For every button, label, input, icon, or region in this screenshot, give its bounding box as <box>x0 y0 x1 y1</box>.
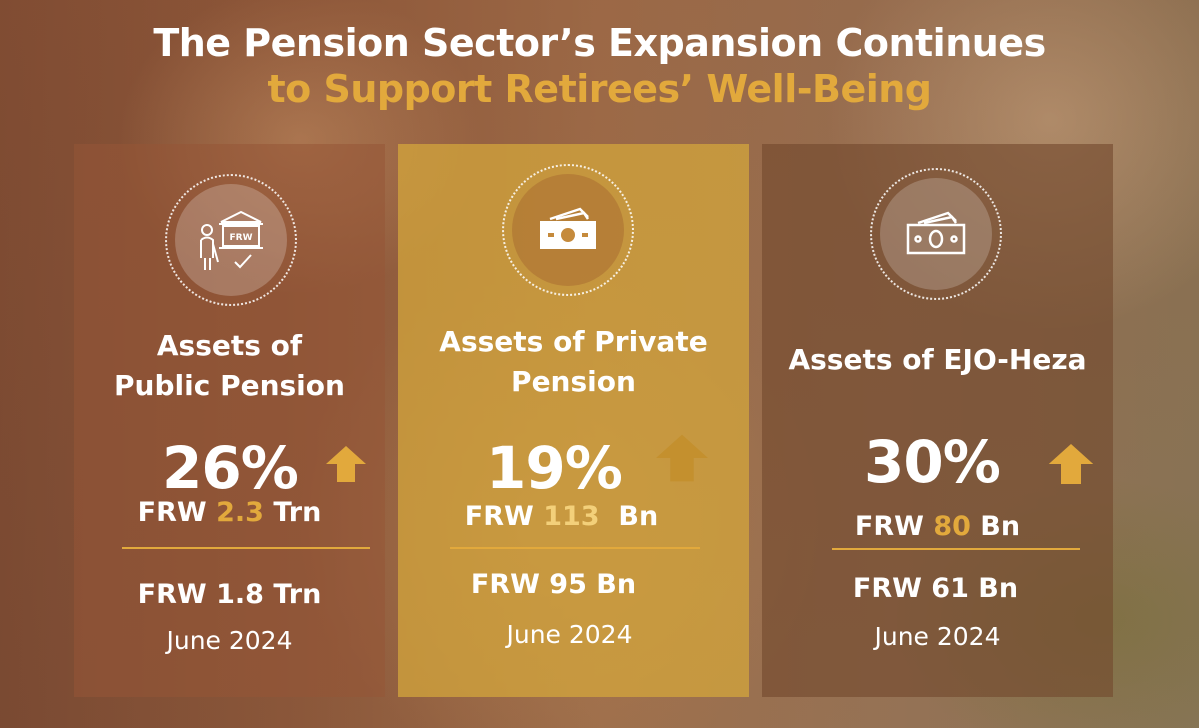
card-private-pension: Assets of Private Pension 19% FRW 113 Bn… <box>398 144 749 697</box>
arrow-up-icon <box>656 434 708 482</box>
previous-assets: FRW 1.8 Trn <box>137 579 322 610</box>
card-label: Assets of Public Pension <box>114 329 345 402</box>
card-public-pension: FRW Assets of Public Pension 26% FRW 2.3… <box>74 144 385 697</box>
current-assets: FRW 113 Bn <box>464 501 659 532</box>
previous-date: June 2024 <box>166 626 293 655</box>
title-line-2: to Support Retirees’ Well-Being <box>267 67 932 111</box>
icon-ring: FRW <box>165 174 297 306</box>
page-title: The Pension Sector’s Expansion Continues… <box>0 20 1199 112</box>
banknote-icon <box>512 174 624 286</box>
previous-date: June 2024 <box>506 620 633 649</box>
previous-assets: FRW 95 Bn <box>470 569 637 600</box>
icon-ring <box>502 164 634 296</box>
card-ejo-heza: Assets of EJO-Heza 30% FRW 80 Bn FRW 61 … <box>762 144 1113 697</box>
current-assets: FRW 2.3 Trn <box>137 497 322 528</box>
svg-text:FRW: FRW <box>229 233 252 243</box>
growth-percentage: 19% <box>486 434 623 502</box>
divider <box>122 547 370 549</box>
card-label: Assets of Private Pension <box>439 325 708 398</box>
pension-institution-icon: FRW <box>175 184 287 296</box>
growth-percentage: 26% <box>162 434 299 502</box>
divider <box>832 548 1080 550</box>
growth-percentage: 30% <box>864 428 1001 496</box>
previous-date: June 2024 <box>874 622 1001 651</box>
title-line-1: The Pension Sector’s Expansion Continues <box>153 21 1046 65</box>
icon-ring <box>870 168 1002 300</box>
divider <box>450 547 700 549</box>
current-assets: FRW 80 Bn <box>854 511 1021 542</box>
arrow-up-icon <box>1048 444 1094 484</box>
previous-assets: FRW 61 Bn <box>852 573 1019 604</box>
arrow-up-icon <box>326 446 366 482</box>
card-label: Assets of EJO-Heza <box>788 343 1087 376</box>
banknote-icon <box>880 178 992 290</box>
